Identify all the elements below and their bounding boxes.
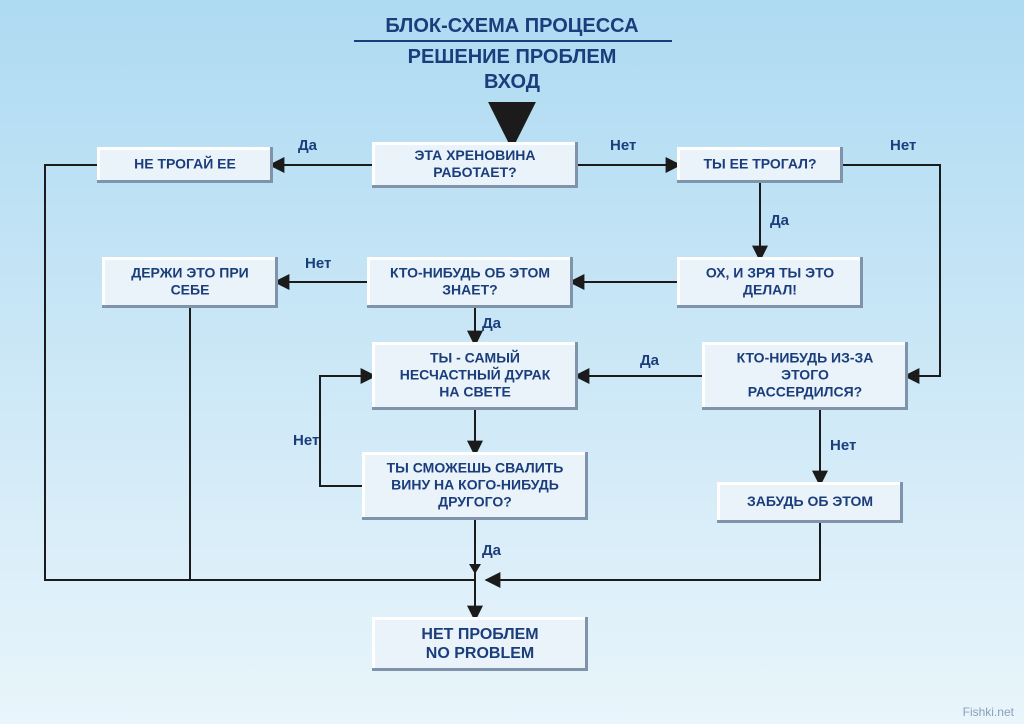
- edge-label-1: Да: [298, 137, 318, 154]
- node-donttouch-text-0: НЕ ТРОГАЙ ЕЕ: [134, 155, 236, 172]
- node-works-text-0: ЭТА ХРЕНОВИНА: [414, 147, 535, 163]
- node-unhappy: ТЫ - САМЫЙНЕСЧАСТНЫЙ ДУРАКНА СВЕТЕ: [372, 342, 578, 410]
- node-keep: ДЕРЖИ ЭТО ПРИСЕБЕ: [102, 257, 278, 308]
- node-works-text-1: РАБОТАЕТ?: [433, 164, 516, 180]
- node-touch: ТЫ ЕЕ ТРОГАЛ?: [677, 147, 843, 183]
- title-line-2: РЕШЕНИЕ ПРОБЛЕМ: [408, 46, 617, 68]
- node-angry-text-2: РАССЕРДИЛСЯ?: [748, 384, 862, 400]
- flowchart-stage: БЛОК-СХЕМА ПРОЦЕССА РЕШЕНИЕ ПРОБЛЕМ ВХОД Д…: [0, 0, 1024, 724]
- node-touch-text-0: ТЫ ЕЕ ТРОГАЛ?: [703, 156, 816, 172]
- node-noproblem-text-0: НЕТ ПРОБЛЕМ: [421, 626, 538, 643]
- node-angry-text-1: ЭТОГО: [781, 367, 829, 383]
- node-forget-text-0: ЗАБУДЬ ОБ ЭТОМ: [747, 493, 873, 509]
- flowchart-svg: БЛОК-СХЕМА ПРОЦЕССА РЕШЕНИЕ ПРОБЛЕМ ВХОД Д…: [0, 0, 1024, 724]
- node-knows-text-1: ЗНАЕТ?: [442, 282, 497, 298]
- node-ohwell-text-0: ОХ, И ЗРЯ ТЫ ЭТО: [706, 265, 834, 281]
- edge-label-11: Нет: [293, 432, 319, 449]
- node-donttouch: НЕ ТРОГАЙ ЕЕ: [97, 147, 273, 183]
- node-noproblem-text-1: NO PROBLEM: [426, 645, 534, 662]
- node-keep-text-0: ДЕРЖИ ЭТО ПРИ: [131, 265, 248, 281]
- node-forget: ЗАБУДЬ ОБ ЭТОМ: [717, 482, 903, 523]
- edge-label-14: Да: [482, 542, 502, 559]
- node-blame-text-0: ТЫ СМОЖЕШЬ СВАЛИТЬ: [387, 460, 564, 476]
- node-ohwell: ОХ, И ЗРЯ ТЫ ЭТОДЕЛАЛ!: [677, 257, 863, 308]
- node-angry: КТО-НИБУДЬ ИЗ-ЗАЭТОГОРАССЕРДИЛСЯ?: [702, 342, 908, 410]
- edge-label-3: Нет: [890, 137, 916, 154]
- node-unhappy-text-1: НЕСЧАСТНЫЙ ДУРАК: [400, 366, 551, 383]
- title-line-1: БЛОК-СХЕМА ПРОЦЕССА: [385, 15, 638, 37]
- title-line-3: ВХОД: [484, 71, 540, 93]
- node-unhappy-text-2: НА СВЕТЕ: [439, 384, 511, 400]
- node-noproblem: НЕТ ПРОБЛЕМ NO PROBLEM: [372, 617, 588, 671]
- watermark: Fishki.net: [963, 705, 1015, 719]
- node-keep-text-1: СЕБЕ: [171, 282, 210, 298]
- edge-label-2: Нет: [610, 137, 636, 154]
- node-knows-text-0: КТО-НИБУДЬ ОБ ЭТОМ: [390, 265, 550, 281]
- edge-label-4: Да: [770, 212, 790, 229]
- node-blame: ТЫ СМОЖЕШЬ СВАЛИТЬВИНУ НА КОГО-НИБУДЬДРУ…: [362, 452, 588, 520]
- edge-label-8: Да: [640, 352, 660, 369]
- node-angry-text-0: КТО-НИБУДЬ ИЗ-ЗА: [737, 350, 874, 366]
- edge-label-7: Да: [482, 315, 502, 332]
- node-blame-text-2: ДРУГОГО?: [438, 494, 512, 510]
- node-blame-text-1: ВИНУ НА КОГО-НИБУДЬ: [391, 477, 559, 493]
- node-ohwell-text-1: ДЕЛАЛ!: [743, 282, 797, 298]
- node-works: ЭТА ХРЕНОВИНАРАБОТАЕТ?: [372, 142, 578, 188]
- node-unhappy-text-0: ТЫ - САМЫЙ: [430, 349, 520, 366]
- edge-label-6: Нет: [305, 255, 331, 272]
- edge-label-10: Нет: [830, 437, 856, 454]
- node-knows: КТО-НИБУДЬ ОБ ЭТОМЗНАЕТ?: [367, 257, 573, 308]
